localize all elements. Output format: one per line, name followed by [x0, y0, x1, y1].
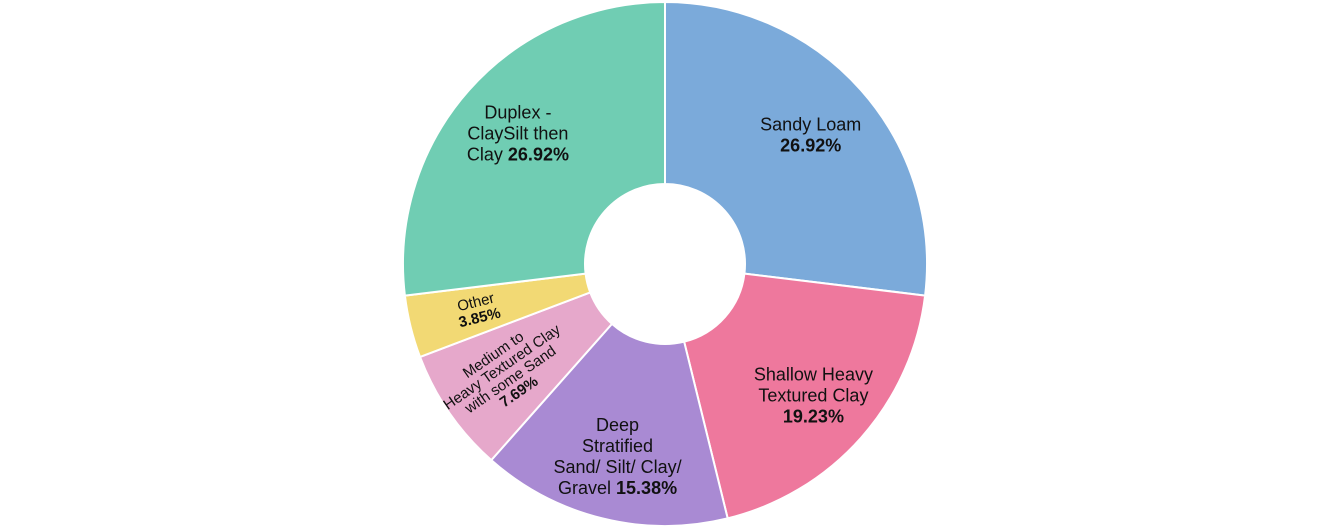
slices — [402, 0, 928, 527]
pie-slice-3[interactable] — [489, 322, 729, 527]
slice-label-6: Duplex -ClaySilt then Clay 26.92% — [467, 103, 569, 165]
pie-slice-2[interactable] — [682, 272, 927, 520]
slice-label-2: Shallow Heavy Textured Clay 19.23% — [754, 365, 873, 427]
slice-label-1: Sandy Loam 26.92% — [760, 114, 861, 155]
pie-slice-6[interactable] — [402, 0, 666, 297]
slice-labels: Sandy Loam 26.92% Shallow Heavy Textured Cl… — [440, 103, 873, 498]
slice-label-3: Deep Stratified Sand/ Silt/ Clay/Gravel 15… — [554, 415, 682, 498]
pie-slice-1[interactable] — [664, 0, 928, 297]
